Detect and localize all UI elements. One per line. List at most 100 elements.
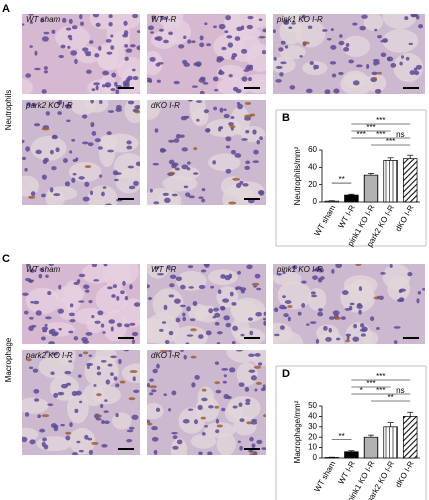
tubule: [230, 318, 250, 340]
nucleus: [172, 162, 179, 167]
nucleus: [189, 318, 196, 322]
nucleus: [393, 340, 398, 344]
nucleus: [329, 316, 335, 320]
nucleus: [275, 78, 282, 83]
nucleus: [112, 284, 118, 289]
nucleus: [289, 85, 296, 90]
nucleus: [232, 325, 239, 331]
nucleus: [168, 350, 172, 353]
nucleus: [219, 107, 224, 113]
tubule: [22, 175, 40, 197]
y-tick-label: 20: [308, 432, 317, 441]
nucleus: [25, 146, 31, 152]
nucleus: [393, 326, 401, 329]
stain: [96, 414, 102, 418]
nucleus: [348, 59, 354, 64]
nucleus: [151, 425, 158, 431]
nucleus: [198, 284, 206, 289]
nucleus: [185, 342, 190, 344]
stain: [345, 339, 350, 343]
nucleus: [386, 56, 394, 62]
nucleus: [245, 401, 251, 405]
nucleus: [74, 58, 78, 65]
nucleus: [246, 264, 253, 270]
nucleus: [45, 111, 51, 116]
nucleus: [180, 115, 188, 121]
stain: [200, 416, 206, 420]
nucleus: [348, 305, 353, 311]
tissue: [147, 100, 266, 205]
stain: [201, 388, 207, 392]
nucleus: [67, 34, 73, 39]
row-label: Neutrophils: [4, 90, 13, 130]
nucleus: [106, 131, 112, 136]
nucleus: [29, 21, 34, 24]
significance-label: **: [387, 393, 393, 402]
stain: [41, 127, 50, 131]
tubule: [70, 100, 97, 116]
nucleus: [199, 35, 204, 41]
nucleus: [125, 77, 131, 82]
nucleus: [249, 330, 254, 336]
nucleus: [42, 329, 48, 333]
stain: [214, 381, 220, 385]
nucleus: [223, 113, 230, 119]
nucleus: [64, 370, 72, 375]
nucleus: [62, 158, 68, 164]
nucleus: [85, 331, 93, 336]
nucleus: [28, 366, 34, 370]
nucleus: [239, 287, 247, 292]
nucleus: [100, 323, 105, 328]
nucleus: [147, 296, 152, 301]
significance-label: ns: [396, 130, 404, 139]
micrograph: WT sham: [22, 264, 140, 344]
nucleus: [254, 388, 258, 392]
nucleus: [84, 434, 89, 440]
nucleus: [232, 405, 238, 409]
nucleus: [123, 350, 130, 352]
nucleus: [239, 418, 245, 423]
nucleus: [414, 70, 420, 76]
nucleus: [71, 138, 76, 142]
nucleus: [33, 398, 40, 402]
tubule: [98, 135, 116, 168]
nucleus: [306, 323, 310, 326]
image-caption: WT sham: [26, 265, 61, 274]
nucleus: [168, 294, 175, 298]
nucleus: [43, 70, 49, 74]
nucleus: [215, 389, 222, 394]
nucleus: [105, 203, 113, 205]
nucleus: [359, 328, 367, 332]
stain: [232, 177, 241, 181]
nucleus: [231, 301, 237, 306]
nucleus: [28, 14, 34, 16]
nucleus: [237, 270, 241, 275]
nucleus: [25, 73, 32, 78]
stain: [190, 328, 197, 332]
significance-label: ***: [386, 137, 395, 146]
nucleus: [280, 61, 287, 65]
nucleus: [33, 388, 40, 394]
tubule: [147, 313, 180, 344]
nucleus: [186, 306, 191, 312]
tissue: [273, 14, 425, 94]
nucleus: [360, 333, 366, 337]
tissue: [273, 264, 425, 344]
stain: [302, 41, 310, 45]
nucleus: [225, 14, 232, 21]
stain: [134, 110, 140, 114]
nucleus: [129, 284, 133, 290]
tubule: [95, 284, 128, 315]
nucleus: [81, 337, 88, 342]
nucleus: [43, 31, 50, 35]
nucleus: [217, 289, 222, 295]
nucleus: [159, 328, 164, 332]
nucleus: [110, 45, 115, 50]
nucleus: [120, 290, 125, 295]
nucleus: [87, 142, 94, 147]
image-caption: park2 KO I-R: [25, 351, 73, 360]
nucleus: [399, 61, 403, 66]
nucleus: [91, 88, 96, 92]
nucleus: [133, 302, 140, 307]
